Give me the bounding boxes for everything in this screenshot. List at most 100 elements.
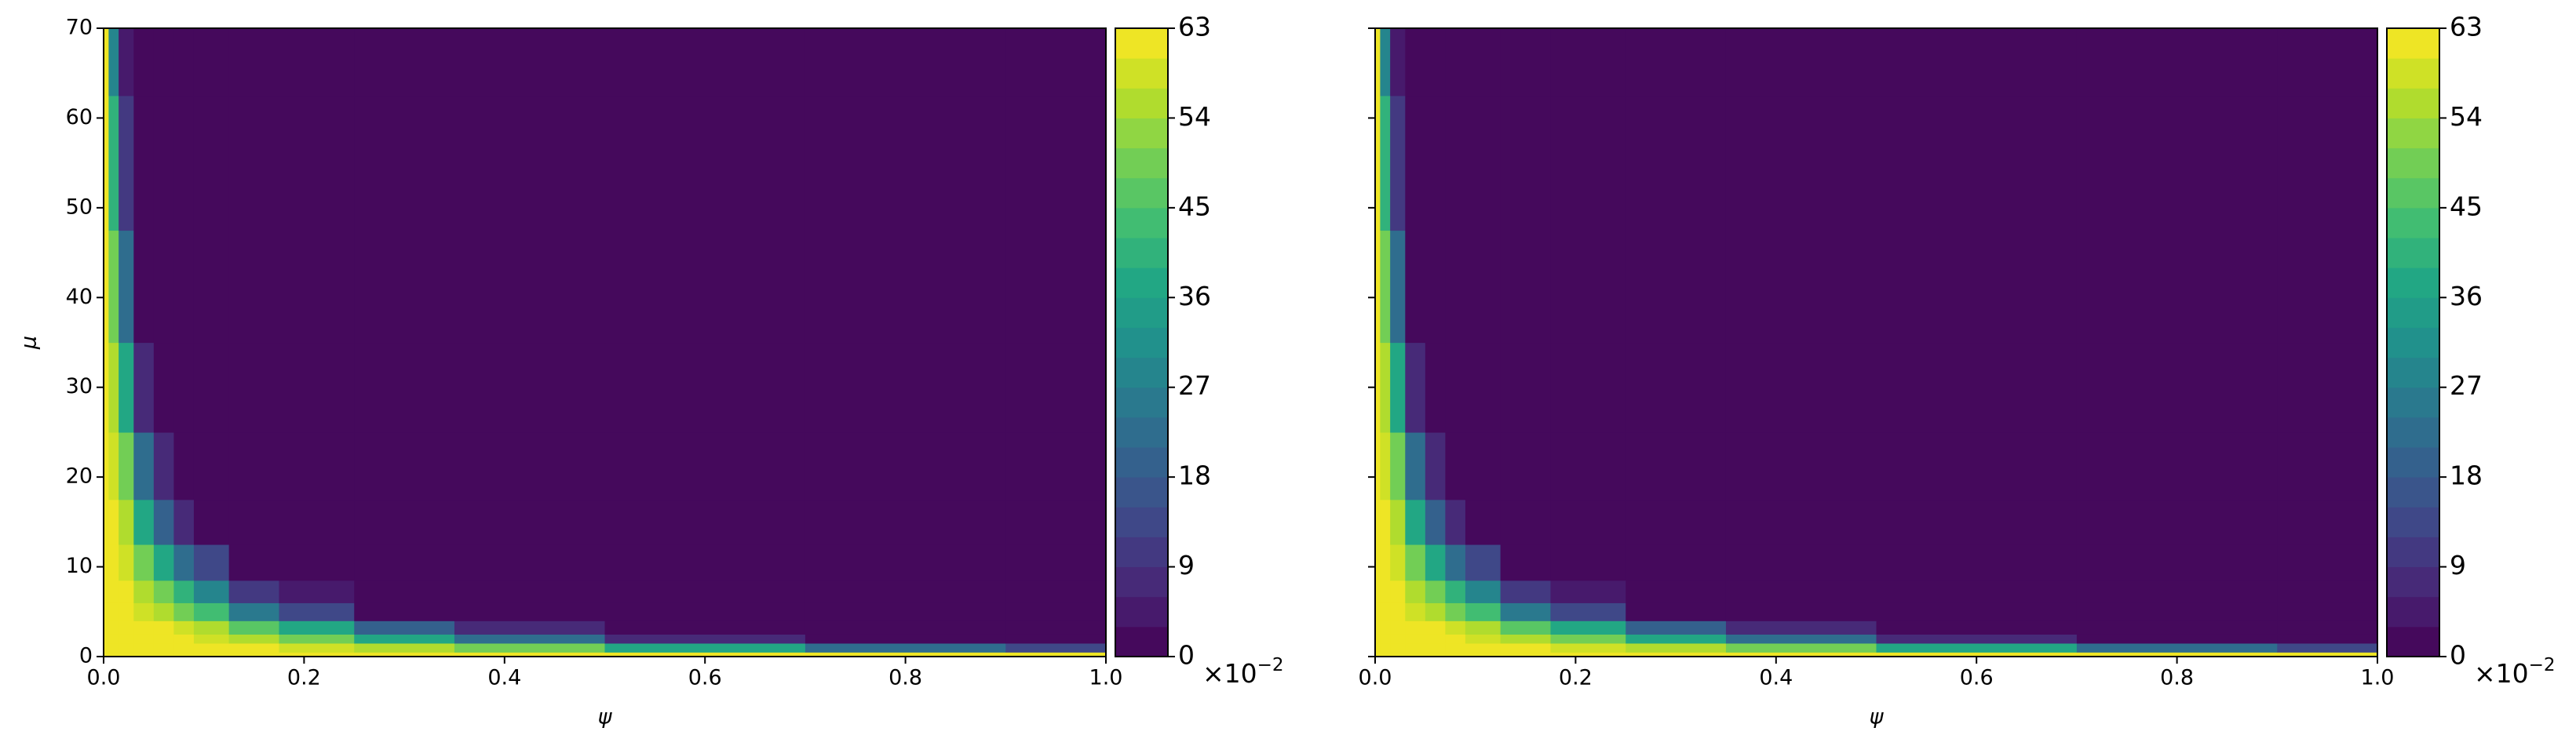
contour-cell [1725,642,1877,653]
contour-cell [604,431,806,500]
contour-cell [1626,499,1727,545]
contour-cell [1550,620,1626,635]
contour-cell [1390,230,1406,344]
contour-cell [1500,652,1552,657]
colorbar-band [1115,327,1168,358]
contour-cell [1425,28,1446,96]
colorbar-band [2387,327,2439,358]
contour-cell [1500,642,1552,653]
colorbar-band [2387,357,2439,388]
contour-cell [173,642,195,653]
contour-cell [1405,28,1426,96]
contour-cell [1465,230,1501,344]
contour-cell [1876,642,2078,653]
colorbar-band [2387,118,2439,149]
contour-cell [1465,544,1501,581]
y-tick-label: 30 [66,374,93,398]
contour-cell [1500,28,1552,96]
contour-cell [104,544,109,581]
contour-cell [1390,342,1406,433]
x-tick-label: 0.6 [688,666,722,690]
contour-cell [1725,230,1877,344]
contour-cell [454,580,606,603]
colorbar-offset: ×10−2 [2474,655,2556,689]
contour-cell [1465,95,1501,231]
contour-cell [228,544,280,581]
contour-cell [1390,431,1406,500]
contour-cell [153,28,174,96]
contour-cell [354,431,455,500]
contour-cell [1465,652,1501,657]
contour-cell [173,230,195,344]
colorbar-tick-label: 54 [1178,101,1211,132]
colorbar-tick-label: 27 [2450,370,2483,401]
offset-base: ×10 [2474,658,2529,689]
contour-cell [805,652,1006,657]
colorbar-band [1115,177,1168,209]
contour-cell [1380,642,1391,653]
x-tick-label: 0.8 [888,666,922,690]
contour-cell [1005,431,1106,500]
contour-cell [228,499,280,545]
contour-cell [1876,602,2078,621]
contour-cell [119,642,134,653]
contour-cell [805,634,1006,644]
colorbar-tick-label: 36 [1178,281,1211,311]
contour-cell [228,95,280,231]
contour-cell [1550,342,1626,433]
contour-cell [2076,634,2278,644]
contour-cell [1500,580,1552,603]
x-tick-label: 0.6 [1960,666,1994,690]
contour-cell [354,634,455,644]
contour-cell [454,499,606,545]
contour-cell [173,580,195,603]
contour-cell [1550,634,1626,644]
contour-cell [173,544,195,581]
contour-cell [173,28,195,96]
axes-frame [1374,27,2378,657]
contour-cell [1445,95,1466,231]
contour-cell [805,602,1006,621]
colorbar-band [2387,417,2439,448]
colorbar-band [2387,387,2439,418]
contour-cell [153,620,174,635]
contour-cell [1626,342,1727,433]
contour-cell [1380,342,1391,433]
contour-cell [2277,580,2377,603]
contour-cell [104,95,109,231]
contour-cell [1876,230,2078,344]
contour-cell [133,652,155,657]
contour-cell [604,620,806,635]
contour-cell [279,499,355,545]
contour-cell [1375,634,1381,644]
contour-cell [153,634,174,644]
contour-cell [104,499,109,545]
contour-cell [1465,499,1501,545]
contour-cell [1380,28,1391,96]
contour-cell [119,230,134,344]
contour-cell [119,620,134,635]
contour-cell [1390,28,1406,96]
contour-cell [1375,620,1381,635]
contour-cell [604,230,806,344]
contour-cell [119,95,134,231]
colorbar-tick-label: 63 [2450,12,2483,42]
contour-cell [1626,602,1727,621]
contour-cell [1380,431,1391,500]
contour-cell [1465,620,1501,635]
colorbar-band [2387,267,2439,298]
contour-cell [1500,544,1552,581]
contour-cell [279,544,355,581]
contour-cell [104,652,109,657]
y-axis-label: μ [17,336,42,350]
contour-cell [119,499,134,545]
contour-cell [133,602,155,621]
contour-cell [1425,634,1446,644]
colorbar-band [2387,147,2439,179]
contour-cell [1500,230,1552,344]
contour-cell [1465,28,1501,96]
contour-cell [173,499,195,545]
colorbar-band [2387,238,2439,268]
contour-cell [1725,499,1877,545]
contour-cell [2277,602,2377,621]
